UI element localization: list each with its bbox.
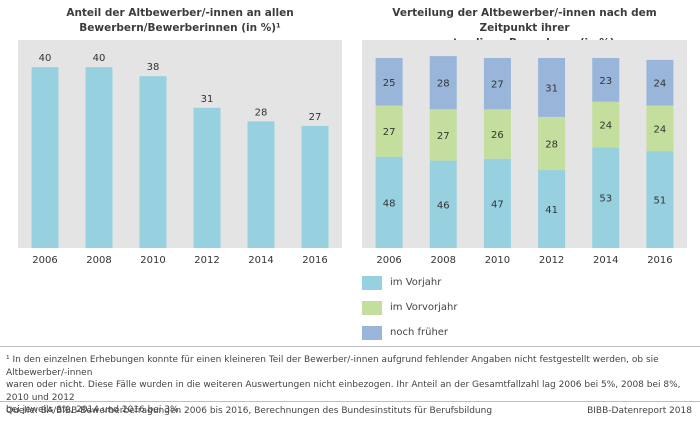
bar-label-frueher-2010: 27: [491, 80, 504, 91]
bar-vorjahr-2012: [538, 170, 566, 248]
legend-swatch-vorvorjahr: [362, 301, 382, 315]
footnote-line2: waren oder nicht. Diese Fälle wurden in …: [6, 380, 681, 403]
bar-label-frueher-2016: 24: [654, 79, 667, 90]
bar-label-vorvorjahr-2014: 24: [599, 121, 612, 132]
source-note: Quelle: BA/BIBB-Bewerberbefragungen 2006…: [6, 406, 493, 416]
left-chart: 40 2006 40 2008 38 2010 31 2012 28 2014 27 2016: [31, 53, 329, 266]
x-tick-2006: 2006: [32, 255, 57, 266]
footnote-line3: bei jeweils 6%, 2014 und 2016 bei 3%.: [6, 405, 182, 415]
legend-item-frueher: noch früher: [362, 326, 562, 340]
legend-label-vorjahr: im Vorjahr: [390, 277, 442, 288]
bar-label-2012: 31: [201, 94, 214, 105]
bar-vorvorjahr-2016: [646, 105, 674, 152]
x-tick-2012: 2012: [194, 255, 219, 266]
bar-2010: [139, 76, 167, 248]
bar-label-2006: 40: [39, 53, 52, 64]
footnote: ¹ In den einzelnen Erhebungen konnte für…: [6, 354, 694, 417]
x-tick-2014: 2014: [248, 255, 273, 266]
bar-vorvorjahr-2006: [375, 105, 403, 157]
legend-label-vorvorjahr: im Vorvorjahr: [390, 302, 458, 313]
bar-label-vorvorjahr-2016: 24: [654, 124, 667, 135]
bar-2006: [31, 67, 59, 248]
bar-label-vorvorjahr-2008: 27: [437, 131, 450, 142]
left-plot-area: [18, 40, 342, 248]
bar-frueher-2008: [429, 56, 457, 110]
bar-label-vorjahr-2008: 46: [437, 200, 450, 211]
bar-vorjahr-2014: [592, 147, 620, 248]
x-tick-right-2010: 2010: [485, 255, 510, 266]
bar-label-vorjahr-2014: 53: [599, 194, 612, 205]
x-tick-2016: 2016: [302, 255, 327, 266]
bar-frueher-2006: [375, 58, 403, 106]
bar-frueher-2010: [483, 58, 511, 110]
legend-item-vorjahr: im Vorjahr: [362, 276, 562, 290]
bar-frueher-2014: [592, 58, 620, 102]
left-chart-title: Anteil der Altbewerber/-innen an allen B…: [18, 6, 342, 36]
x-tick-2010: 2010: [140, 255, 165, 266]
bar-label-vorjahr-2006: 48: [383, 198, 396, 209]
bar-label-frueher-2014: 23: [599, 76, 612, 87]
left-chart-title-line1: Anteil der Altbewerber/-innen an allen: [66, 7, 294, 19]
bar-frueher-2012: [538, 58, 566, 117]
legend-swatch-vorjahr: [362, 276, 382, 290]
bar-label-vorvorjahr-2006: 27: [383, 127, 396, 138]
bar-label-vorvorjahr-2010: 26: [491, 130, 504, 141]
bar-label-vorjahr-2010: 47: [491, 199, 504, 210]
bar-label-2014: 28: [255, 107, 268, 118]
bar-2012: [193, 107, 221, 249]
bar-label-vorjahr-2012: 41: [545, 205, 558, 216]
bar-label-vorvorjahr-2012: 28: [545, 140, 558, 151]
legend-swatch-frueher: [362, 326, 382, 340]
bar-vorvorjahr-2012: [538, 116, 566, 171]
legend-item-vorvorjahr: im Vorvorjahr: [362, 301, 562, 315]
bar-2016: [301, 125, 329, 248]
x-tick-right-2008: 2008: [431, 255, 456, 266]
brand-label: BIBB-Datenreport 2018: [587, 406, 692, 416]
bar-label-2008: 40: [93, 53, 106, 64]
right-chart: 48 27 25 2006 46 27 28 2008 47 26 27 2010 41 28 31 2012…: [375, 56, 674, 266]
right-chart-title-line1: Verteilung der Altbewerber/-innen nach d…: [392, 7, 657, 34]
x-tick-right-2012: 2012: [539, 255, 564, 266]
bar-vorjahr-2010: [483, 158, 511, 248]
x-tick-right-2016: 2016: [647, 255, 672, 266]
bar-label-2010: 38: [147, 62, 160, 73]
bar-vorjahr-2016: [646, 151, 674, 248]
bar-2008: [85, 67, 113, 248]
bar-label-vorjahr-2016: 51: [654, 196, 667, 207]
bar-vorvorjahr-2010: [483, 109, 511, 159]
x-tick-right-2014: 2014: [593, 255, 618, 266]
bar-label-frueher-2012: 31: [545, 83, 558, 94]
bar-2014: [247, 121, 275, 248]
bar-vorjahr-2006: [375, 156, 403, 248]
bar-vorvorjahr-2014: [592, 101, 620, 148]
legend-label-frueher: noch früher: [390, 327, 449, 338]
footnote-line1: ¹ In den einzelnen Erhebungen konnte für…: [6, 355, 659, 378]
bar-frueher-2016: [646, 59, 674, 106]
bar-vorjahr-2008: [429, 160, 457, 248]
divider-bottom: [0, 401, 700, 402]
x-tick-2008: 2008: [86, 255, 111, 266]
right-plot-area: [362, 40, 687, 248]
left-chart-title-line2: Bewerbern/Bewerberinnen (in %)¹: [79, 22, 281, 34]
x-tick-right-2006: 2006: [376, 255, 401, 266]
divider-top: [0, 346, 700, 347]
bar-label-frueher-2008: 28: [437, 79, 450, 90]
bar-label-frueher-2006: 25: [383, 78, 396, 89]
bar-vorvorjahr-2008: [429, 109, 457, 161]
bar-label-2016: 27: [309, 112, 322, 123]
